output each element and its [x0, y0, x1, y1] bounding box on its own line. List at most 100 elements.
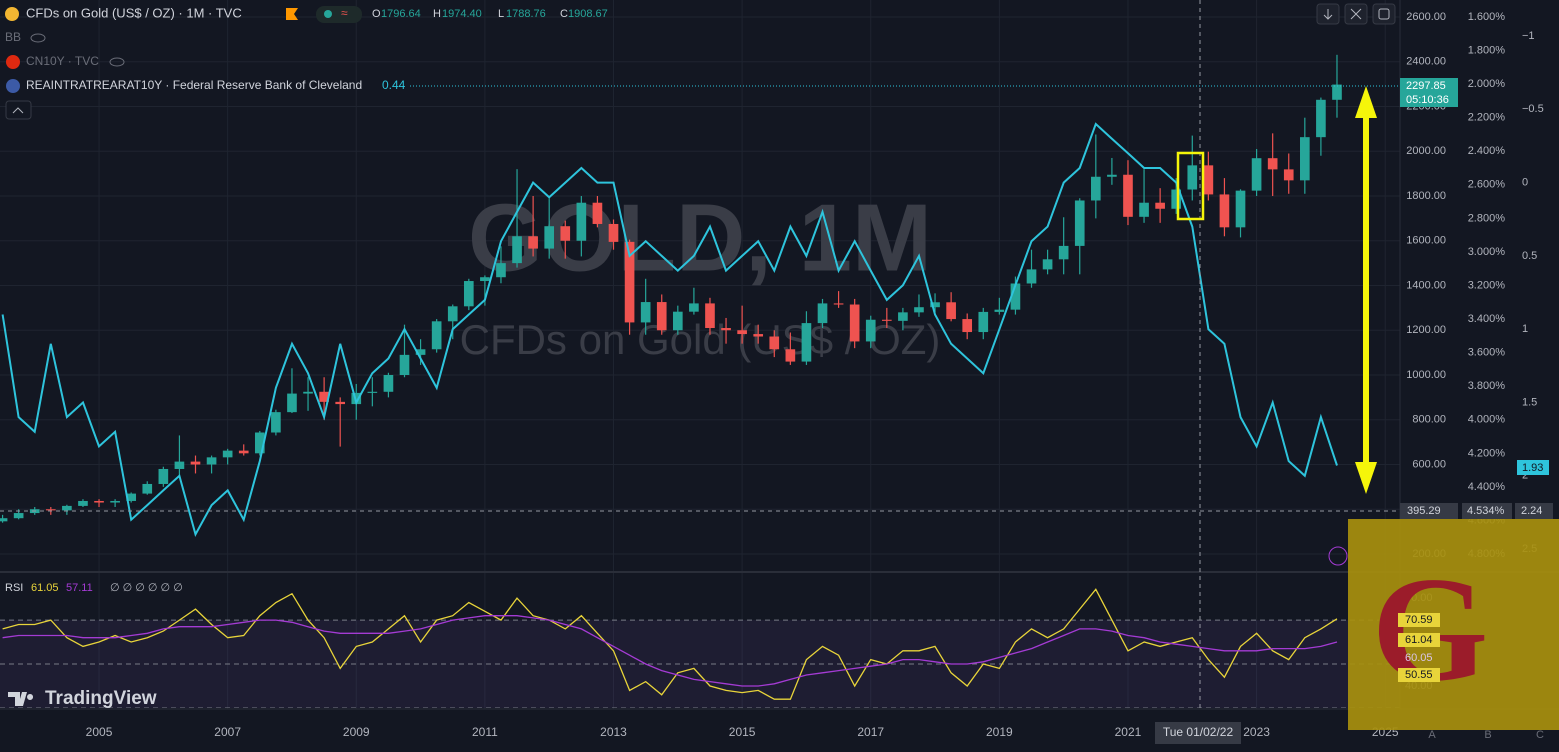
scale-button[interactable]: A	[1428, 729, 1436, 741]
indicator-bb[interactable]: BB	[5, 30, 21, 44]
indicator-cn10y[interactable]: CN10Y · TVC	[26, 54, 99, 68]
flag-icon[interactable]	[286, 8, 298, 20]
x-tick-label: 2023	[1243, 725, 1270, 739]
x-tick-label: 2021	[1115, 725, 1142, 739]
rsi-axis-label: 50.55	[1405, 669, 1433, 681]
main-pane	[0, 54, 1342, 538]
candle-body	[930, 302, 940, 308]
eye-icon[interactable]	[30, 33, 46, 43]
y-tick-label: 600.00	[1412, 458, 1446, 470]
candle-body	[1187, 165, 1198, 190]
candle-body	[62, 505, 72, 511]
scale-button[interactable]: C	[1536, 729, 1544, 741]
countdown: 05:10:36	[1406, 94, 1449, 106]
y-tick-label: 1400.00	[1406, 279, 1446, 291]
symbol-title[interactable]: CFDs on Gold (US$ / OZ) · 1M · TVC	[26, 5, 242, 20]
series-line	[1, 122, 1338, 538]
candle-body	[431, 321, 442, 350]
candle-body	[624, 241, 635, 323]
cross-pct-box	[1462, 503, 1512, 519]
candle-body	[254, 432, 265, 454]
countdown-box	[1400, 93, 1458, 107]
candle-body	[1058, 245, 1069, 260]
candle-body	[560, 226, 571, 241]
x-tick-label: 2009	[343, 725, 370, 739]
candle-body	[1203, 165, 1214, 195]
x-tick-label: 2017	[857, 725, 884, 739]
candle-body	[174, 461, 185, 469]
ohlc-value: 1908.67	[568, 8, 608, 20]
y3-tick-label: 0	[1522, 177, 1528, 189]
candle-body	[865, 319, 876, 342]
scale-button[interactable]: B	[1484, 729, 1491, 741]
rsi-label-box	[1398, 668, 1440, 682]
candle-body	[705, 303, 715, 329]
cross-rate: 2.24	[1521, 505, 1542, 517]
candle-body	[528, 236, 538, 249]
indicator-real-rate[interactable]: REAINTRATREARAT10Y · Federal Reserve Ban…	[26, 78, 362, 92]
candle-body	[1107, 174, 1117, 177]
y2-tick-label: 2.000%	[1468, 78, 1506, 90]
candle-body	[512, 236, 522, 264]
rsi-line	[2, 588, 1338, 700]
candle-body	[946, 302, 956, 320]
y3-tick-label: 2	[1522, 470, 1528, 482]
candle-body	[383, 375, 394, 392]
candle-body	[1332, 84, 1342, 100]
y2-tick-label: 1.600%	[1468, 11, 1506, 23]
candle-body	[415, 349, 426, 355]
x-tick-label: 2015	[729, 725, 756, 739]
y-tick-label: 2600.00	[1406, 11, 1446, 23]
symbol-icon	[5, 7, 19, 21]
rsi-ma-value: 57.11	[66, 582, 93, 594]
candle-body	[994, 309, 1005, 312]
candle-body	[496, 263, 506, 278]
rsi-pane	[0, 588, 1400, 708]
collapse-button[interactable]	[5, 100, 32, 120]
y-tick-label: 1600.00	[1406, 235, 1446, 247]
candle-body	[271, 412, 281, 433]
cross-price-box	[1400, 503, 1458, 519]
ohlc-label: L	[498, 8, 504, 20]
candle-body	[801, 323, 812, 362]
candle-body	[142, 483, 153, 494]
y-tick-label: 2400.00	[1406, 56, 1446, 68]
y-tick-label: 1200.00	[1406, 324, 1446, 336]
candle-body	[672, 311, 683, 331]
rsi-axis-label: 70.59	[1405, 614, 1433, 626]
candle-body	[769, 336, 780, 350]
y2-tick-label: 3.800%	[1468, 380, 1506, 392]
rate-last-box	[1517, 460, 1549, 475]
y2-tick-label: 1.800%	[1468, 44, 1506, 56]
rsi-label-box	[1398, 633, 1440, 647]
y2-tick-label: 2.200%	[1468, 112, 1506, 124]
candle-body	[898, 312, 908, 321]
brand[interactable]: TradingView	[45, 688, 157, 709]
candle-body	[463, 281, 474, 307]
candle-body	[78, 500, 88, 506]
rsi-name: RSI	[5, 582, 23, 594]
candle-body	[335, 401, 346, 405]
candle-body	[367, 391, 378, 393]
candle-body	[303, 391, 313, 394]
candle-body	[1090, 176, 1101, 201]
alert-icon[interactable]	[1328, 546, 1348, 566]
rsi-band	[0, 620, 1400, 708]
rsi-axis-label: 60.05	[1405, 652, 1433, 664]
y2-tick-label: 2.800%	[1468, 212, 1506, 224]
icon	[1378, 8, 1390, 20]
button[interactable]	[1372, 3, 1396, 25]
candle-body	[0, 518, 8, 522]
candle-body	[737, 330, 747, 335]
candle-body	[480, 277, 490, 282]
eye-icon[interactable]	[109, 57, 125, 67]
highlight-box	[1176, 151, 1205, 221]
candle-body	[576, 202, 587, 241]
ohlc-value: 1788.76	[506, 8, 546, 20]
candle-body	[962, 319, 973, 333]
brand-icon	[8, 692, 34, 706]
candle-body	[287, 393, 297, 413]
crosshair-date: Tue 01/02/22	[1163, 725, 1234, 739]
icon	[1350, 8, 1362, 20]
